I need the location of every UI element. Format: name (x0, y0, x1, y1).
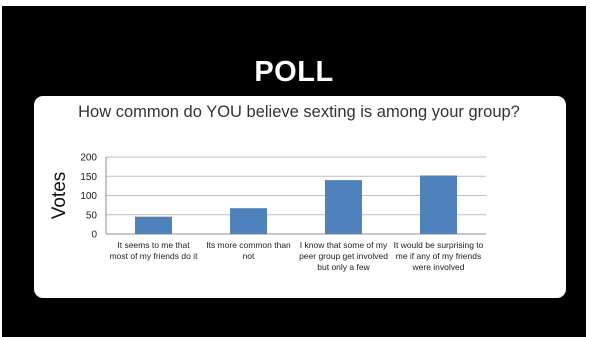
y-axis-label: Votes (49, 172, 70, 220)
x-tick-label: It would be surprising to me if any of m… (393, 240, 484, 272)
bar (325, 180, 362, 234)
x-tick-label: I know that some of my peer group get in… (299, 240, 388, 272)
x-tick-label: It seems to me that most of my friends d… (109, 240, 198, 261)
bar-chart: 0 50 100 150 200 Votes (49, 153, 486, 241)
x-tick-label: Its more common than not (206, 240, 291, 261)
slide-title: POLL (254, 56, 334, 88)
chart-title: How common do YOU believe sexting is amo… (78, 103, 520, 121)
bar (420, 175, 457, 234)
y-tick-label: 50 (86, 210, 98, 221)
y-tick-label: 150 (80, 172, 97, 183)
chart-card: How common do YOU believe sexting is amo… (34, 96, 566, 298)
y-tick-label: 0 (91, 230, 97, 241)
bar (230, 208, 267, 234)
y-tick-label: 100 (80, 191, 97, 202)
slide-background: POLL How common do YOU believe sexting i… (2, 6, 586, 337)
y-tick-label: 200 (80, 153, 97, 164)
bar (135, 216, 172, 234)
